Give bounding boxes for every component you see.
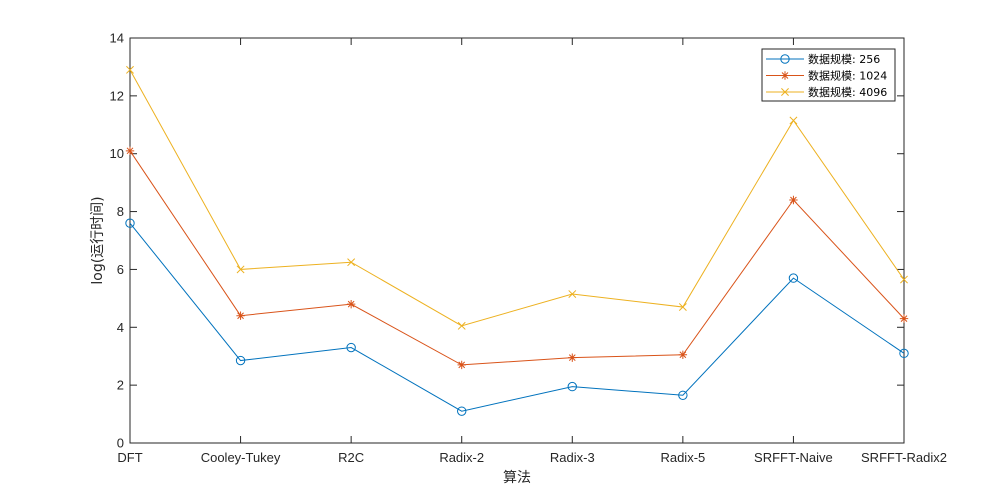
data-point bbox=[346, 342, 356, 353]
data-point bbox=[568, 290, 577, 298]
y-tick-label: 8 bbox=[117, 204, 124, 219]
data-point bbox=[678, 303, 687, 311]
data-point bbox=[457, 360, 466, 370]
data-point bbox=[236, 311, 245, 320]
x-tick-label: Radix-5 bbox=[660, 450, 705, 465]
data-point bbox=[347, 258, 356, 267]
series-1 bbox=[125, 218, 909, 416]
data-point bbox=[567, 381, 577, 392]
data-point bbox=[899, 348, 909, 359]
data-point bbox=[457, 321, 466, 330]
x-tick-label: DFT bbox=[117, 450, 142, 465]
legend-marker bbox=[780, 71, 790, 80]
data-point bbox=[900, 275, 908, 284]
legend-label: 数据规模: 1024 bbox=[808, 69, 887, 83]
data-point bbox=[789, 195, 798, 205]
data-point bbox=[126, 65, 134, 74]
data-point bbox=[678, 390, 688, 400]
x-tick-label: SRFFT-Naive bbox=[754, 450, 833, 465]
data-point bbox=[235, 355, 246, 366]
data-point bbox=[789, 116, 798, 125]
x-axis-label: 算法 bbox=[503, 470, 531, 486]
legend: 数据规模: 256 数据规模: 1024 数据规模: 4096 bbox=[761, 48, 896, 102]
data-point bbox=[457, 406, 467, 416]
plot-area-frame bbox=[129, 37, 905, 444]
data-point bbox=[678, 350, 688, 359]
x-tick-label: SRFFT-Radix2 bbox=[861, 450, 947, 465]
y-tick-label: 4 bbox=[117, 320, 124, 335]
y-tick-label: 12 bbox=[110, 88, 124, 103]
series-3 bbox=[126, 65, 908, 330]
data-point bbox=[125, 218, 135, 228]
series-line bbox=[129, 222, 905, 412]
y-tick-label: 6 bbox=[117, 262, 124, 277]
data-point bbox=[568, 353, 577, 362]
data-point bbox=[899, 314, 909, 323]
data-point bbox=[236, 265, 245, 274]
y-tick-label: 0 bbox=[117, 436, 124, 451]
y-tick-label: 10 bbox=[110, 146, 124, 161]
axes: 0 2 4 6 8 10 12 14 DFT Cooley-Tukey R2C Radix-2 Radi… bbox=[110, 31, 947, 466]
legend-marker bbox=[781, 88, 789, 96]
y-axis-label: log(运行时间) bbox=[90, 196, 106, 284]
x-tick-label: Cooley-Tukey bbox=[201, 450, 281, 465]
data-point bbox=[125, 146, 135, 156]
series-line bbox=[129, 150, 905, 366]
data-point bbox=[788, 273, 799, 283]
legend-label: 数据规模: 256 bbox=[808, 52, 880, 66]
x-tick-label: R2C bbox=[338, 450, 364, 465]
x-tick-label: Radix-3 bbox=[550, 450, 595, 465]
series-line bbox=[129, 69, 905, 327]
legend-label: 数据规模: 4096 bbox=[808, 85, 887, 99]
legend-marker bbox=[780, 54, 790, 64]
data-point bbox=[346, 299, 356, 309]
y-tick-label: 2 bbox=[117, 378, 124, 393]
series-2 bbox=[125, 146, 909, 370]
series-layer bbox=[125, 65, 909, 416]
y-tick-label: 14 bbox=[110, 31, 124, 46]
x-tick-label: Radix-2 bbox=[439, 450, 484, 465]
